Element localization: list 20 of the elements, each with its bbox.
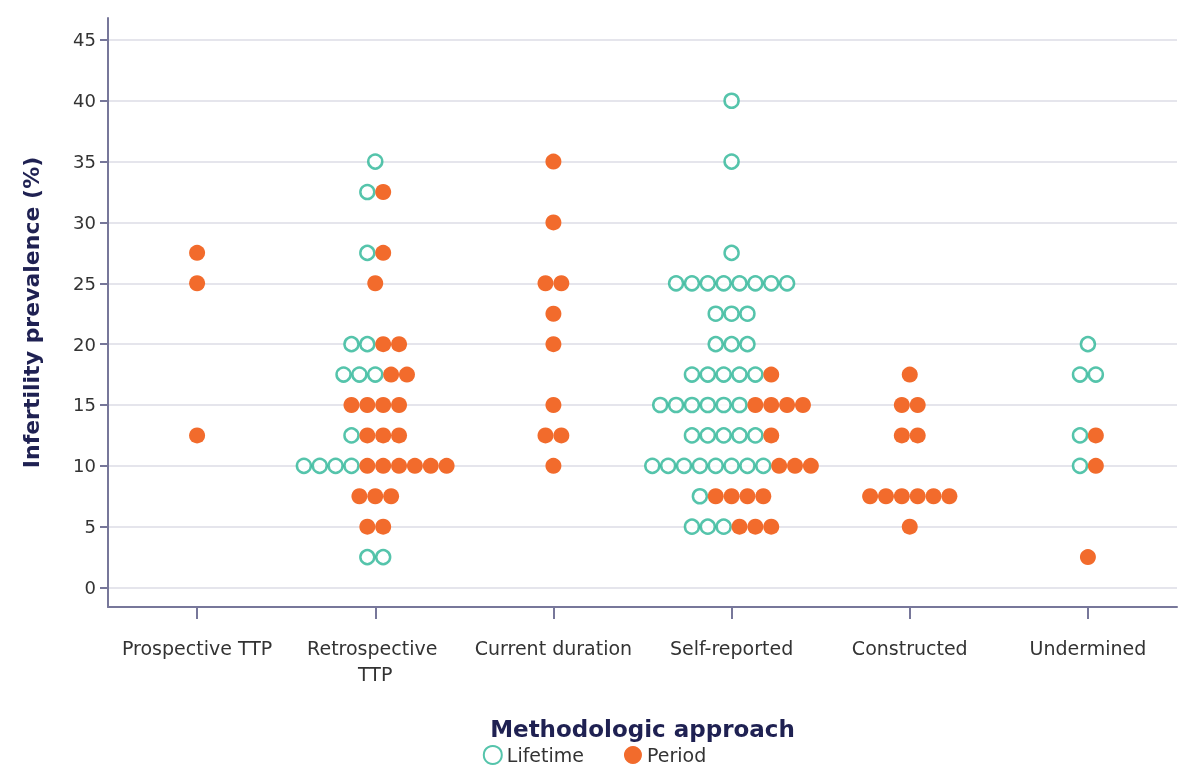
y-tick-label: 5 — [84, 516, 96, 538]
legend-label: Lifetime — [506, 744, 584, 766]
y-tick-label: 10 — [73, 455, 96, 477]
x-tick-label: Self-reported — [669, 637, 794, 659]
y-tick-label: 45 — [73, 29, 96, 51]
x-tick-label: Retrospective TTP — [307, 637, 444, 685]
y-tick-label: 30 — [73, 211, 96, 233]
legend-label: Period — [646, 744, 707, 766]
y-axis-title: Infertility prevalence (%) — [18, 156, 44, 469]
y-tick-label: 15 — [73, 394, 96, 416]
x-axis-title: Methodologic approach — [490, 715, 795, 742]
y-tick-label: 20 — [73, 333, 96, 355]
y-tick-label: 35 — [73, 151, 96, 173]
y-tick-label: 40 — [73, 90, 96, 112]
y-tick-label: 0 — [84, 577, 96, 599]
x-tick-label: Constructed — [851, 637, 968, 659]
x-tick-label: Current duration — [474, 637, 633, 659]
x-tick-label: Undermined — [1029, 637, 1147, 659]
x-tick-label: Prospective TTP — [121, 637, 273, 659]
y-tick-label: 25 — [73, 272, 96, 294]
